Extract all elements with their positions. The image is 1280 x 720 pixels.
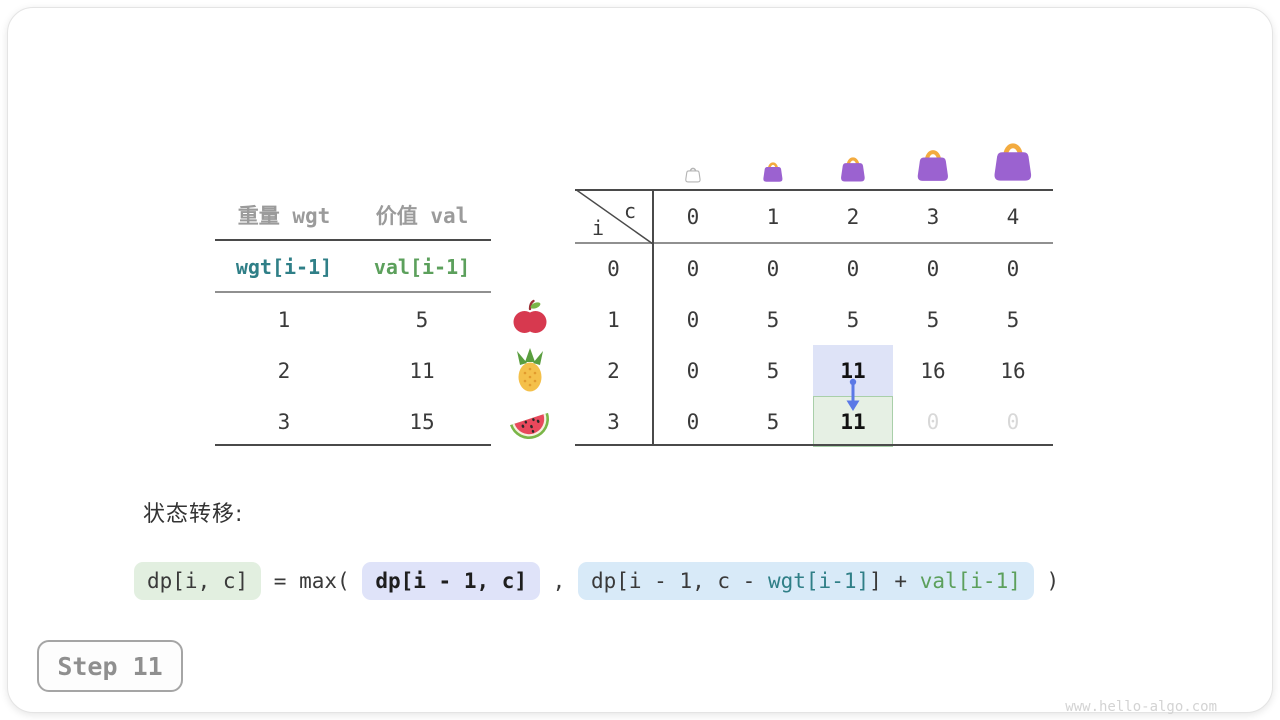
transition-arrow-icon (846, 378, 860, 411)
item-2-weight: 2 (277, 358, 291, 383)
step-badge: Step 11 (37, 640, 183, 692)
dp-cell-3-4: 0 (1006, 409, 1020, 434)
watermark: www.hello-algo.com (1065, 699, 1217, 715)
dp-cell-1-2: 5 (846, 307, 860, 332)
dp-table-top-rule (575, 189, 1053, 191)
dp-corner-diagonal (575, 189, 654, 245)
dp-cell-2-2-source: 11 (840, 358, 866, 383)
dp-cell-2-0: 0 (686, 358, 700, 383)
formula-arg2-prefix: dp[i - 1, c - (590, 569, 768, 593)
dp-cell-3-3: 0 (926, 409, 940, 434)
item-3-weight: 3 (277, 409, 291, 434)
bag-capacity-4-icon (994, 143, 1032, 181)
formula-arg2-val: val[i-1] (919, 569, 1021, 593)
items-table-bottom-rule (215, 444, 491, 446)
dp-cell-0-2: 0 (846, 256, 860, 281)
dp-cell-1-1: 5 (766, 307, 780, 332)
dp-cell-3-1: 5 (766, 409, 780, 434)
dp-table-header-rule (575, 242, 1053, 244)
dp-cell-2-4: 16 (1000, 358, 1026, 383)
dp-col-header-1: 1 (766, 204, 780, 229)
formula-comma: , (540, 569, 578, 593)
dp-cell-0-4: 0 (1006, 256, 1020, 281)
bag-capacity-3-icon (917, 150, 948, 181)
item-1-weight: 1 (277, 307, 291, 332)
dp-cell-0-0: 0 (686, 256, 700, 281)
dp-cell-2-1: 5 (766, 358, 780, 383)
dp-col-header-0: 0 (686, 204, 700, 229)
val-var-label: val[i-1] (373, 255, 471, 279)
weight-column-header: 重量 wgt (237, 204, 331, 228)
dp-corner-col-var: c (623, 199, 637, 223)
dp-cell-1-3: 5 (926, 307, 940, 332)
dp-row-label-3: 3 (607, 409, 620, 434)
dp-cell-1-0: 0 (686, 307, 700, 332)
formula-arg2: dp[i - 1, c - wgt[i-1]] + val[i-1] (577, 562, 1034, 600)
pineapple-icon (517, 348, 543, 392)
dp-row-label-0: 0 (607, 256, 620, 281)
item-2-value: 11 (409, 358, 435, 383)
dp-cell-values: 0 0 0 0 0 0 5 5 5 5 0 5 11 16 16 0 5 11 … (653, 243, 1053, 447)
items-table-var-row: wgt[i-1] val[i-1] (215, 240, 491, 294)
dp-column-headers: 0 1 2 3 4 (653, 190, 1053, 243)
formula-arg2-wgt: wgt[i-1] (767, 569, 870, 593)
dp-row-labels: 0 1 2 3 (575, 243, 652, 447)
value-column-header: 价值 val (375, 204, 469, 228)
formula-eq-max: = max( (261, 569, 363, 593)
dp-col-header-2: 2 (846, 204, 860, 229)
item-3-value: 15 (409, 409, 435, 434)
wgt-var-label: wgt[i-1] (235, 255, 333, 279)
formula-lhs: dp[i, c] (134, 562, 262, 600)
item-1-value: 5 (415, 307, 429, 332)
items-table-header: 重量 wgt 价值 val (215, 190, 491, 240)
dp-table-vertical-rule (652, 189, 654, 446)
bag-capacity-0-icon (685, 167, 701, 183)
apple-icon (513, 299, 547, 333)
items-table-mid-rule (215, 291, 491, 293)
dp-col-header-4: 4 (1006, 204, 1020, 229)
dp-cell-1-4: 5 (1006, 307, 1020, 332)
bag-capacity-1-icon (763, 162, 783, 182)
items-table-body: 1 5 2 11 3 15 (215, 294, 491, 447)
formula-arg2-mid: ] + (869, 569, 920, 593)
dp-col-header-3: 3 (926, 204, 940, 229)
formula-arg1: dp[i - 1, c] (362, 562, 541, 600)
dp-corner-row-var: i (591, 216, 605, 240)
watermelon-icon (509, 412, 549, 439)
items-table-top-rule (215, 239, 491, 241)
dp-cell-0-1: 0 (766, 256, 780, 281)
dp-row-label-2: 2 (607, 358, 620, 383)
transition-formula: dp[i, c] = max( dp[i - 1, c] , dp[i - 1,… (134, 559, 1059, 603)
dp-cell-2-3: 16 (920, 358, 946, 383)
bag-capacity-2-icon (841, 157, 865, 182)
dp-row-label-1: 1 (607, 307, 620, 332)
formula-close-paren: ) (1033, 569, 1060, 593)
dp-cell-3-2-target: 11 (840, 409, 866, 434)
dp-cell-3-0: 0 (686, 409, 700, 434)
dp-table-bottom-rule (575, 444, 1053, 446)
dp-cell-0-3: 0 (926, 256, 940, 281)
transition-heading: 状态转移: (143, 502, 244, 527)
